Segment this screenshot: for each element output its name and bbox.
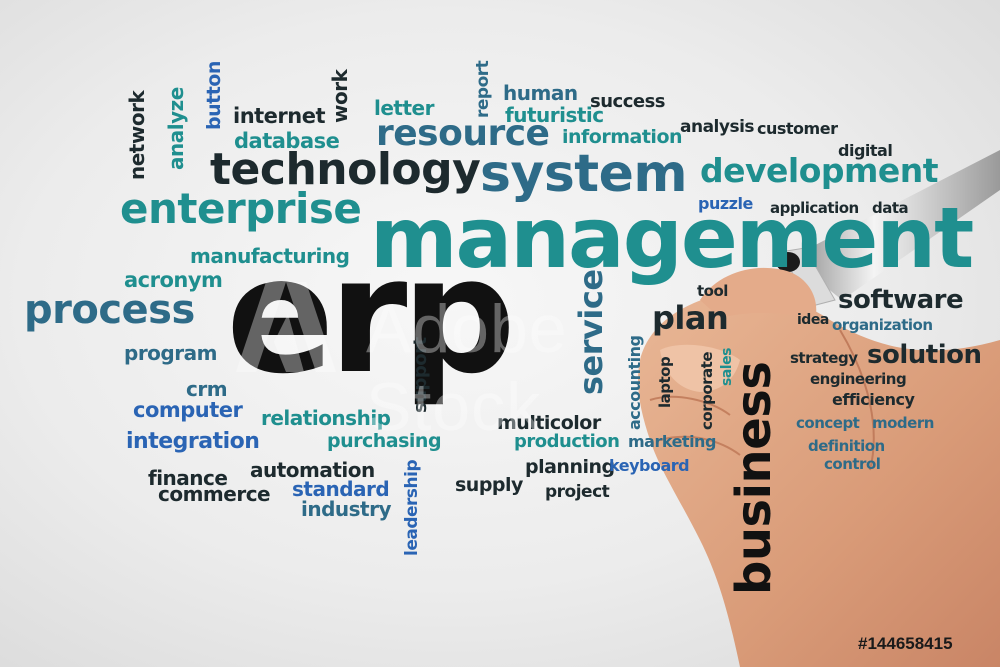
word-keyboard: keyboard xyxy=(609,456,690,475)
word-accounting: accounting xyxy=(625,335,644,430)
word-definition: definition xyxy=(808,437,885,455)
word-finance: finance xyxy=(148,466,228,490)
word-digital: digital xyxy=(838,141,893,160)
word-database: database xyxy=(234,129,340,153)
word-analysis: analysis xyxy=(680,117,755,137)
word-planning: planning xyxy=(525,456,615,478)
word-corporate: corporate xyxy=(698,352,716,430)
word-modern: modern xyxy=(872,414,934,432)
word-control: control xyxy=(824,455,881,473)
word-application: application xyxy=(770,199,859,217)
word-service: service xyxy=(572,269,610,395)
word-integration: integration xyxy=(126,429,260,454)
word-engineering: engineering xyxy=(810,370,907,388)
word-purchasing: purchasing xyxy=(327,430,442,452)
word-efficiency: efficiency xyxy=(832,390,915,409)
word-marketing: marketing xyxy=(628,432,716,451)
marker-pen xyxy=(776,150,1000,307)
word-solution: solution xyxy=(867,340,982,370)
word-production: production xyxy=(514,431,620,452)
word-program: program xyxy=(124,341,217,365)
word-work: work xyxy=(328,69,352,123)
word-analyze: analyze xyxy=(164,87,188,170)
word-manufacturing: manufacturing xyxy=(190,244,350,268)
word-button: button xyxy=(203,61,225,130)
word-process: process xyxy=(24,287,195,333)
word-leadership: leadership xyxy=(402,459,422,556)
word-idea: idea xyxy=(797,312,829,328)
word-development: development xyxy=(700,151,939,190)
word-information: information xyxy=(562,126,683,148)
word-resource: resource xyxy=(376,113,550,154)
word-technology: technology xyxy=(210,144,481,195)
word-relationship: relationship xyxy=(261,406,391,430)
word-project: project xyxy=(545,482,610,502)
word-business: business xyxy=(726,361,782,595)
stock-id-label: #144658415 xyxy=(858,634,953,653)
word-support: support xyxy=(410,337,431,413)
word-system: system xyxy=(480,144,688,204)
word-report: report xyxy=(473,60,493,118)
hand xyxy=(638,267,1000,667)
word-erp: erp xyxy=(226,222,516,409)
word-data: data xyxy=(872,199,909,217)
word-commerce: commerce xyxy=(158,482,271,506)
word-automation: automation xyxy=(250,458,375,482)
word-management: management xyxy=(370,189,974,287)
word-standard: standard xyxy=(292,477,390,501)
word-letter: letter xyxy=(374,96,434,120)
word-futuristic: futuristic xyxy=(505,103,604,127)
word-laptop: laptop xyxy=(656,356,674,408)
word-puzzle: puzzle xyxy=(698,194,753,213)
word-computer: computer xyxy=(133,398,243,422)
word-industry: industry xyxy=(301,497,392,521)
word-multicolor: multicolor xyxy=(497,412,601,434)
word-enterprise: enterprise xyxy=(120,184,362,233)
word-supply: supply xyxy=(455,474,523,496)
word-acronym: acronym xyxy=(124,268,223,292)
word-strategy: strategy xyxy=(790,349,858,367)
word-concept: concept xyxy=(796,414,860,432)
word-network: network xyxy=(125,90,149,180)
word-human: human xyxy=(503,81,578,105)
word-customer: customer xyxy=(757,119,838,138)
word-crm: crm xyxy=(186,377,228,401)
word-tool: tool xyxy=(697,282,728,300)
word-organization: organization xyxy=(832,316,933,334)
word-software: software xyxy=(838,285,964,315)
word-internet: internet xyxy=(233,104,326,128)
word-plan: plan xyxy=(652,299,729,337)
word-success: success xyxy=(590,91,666,112)
